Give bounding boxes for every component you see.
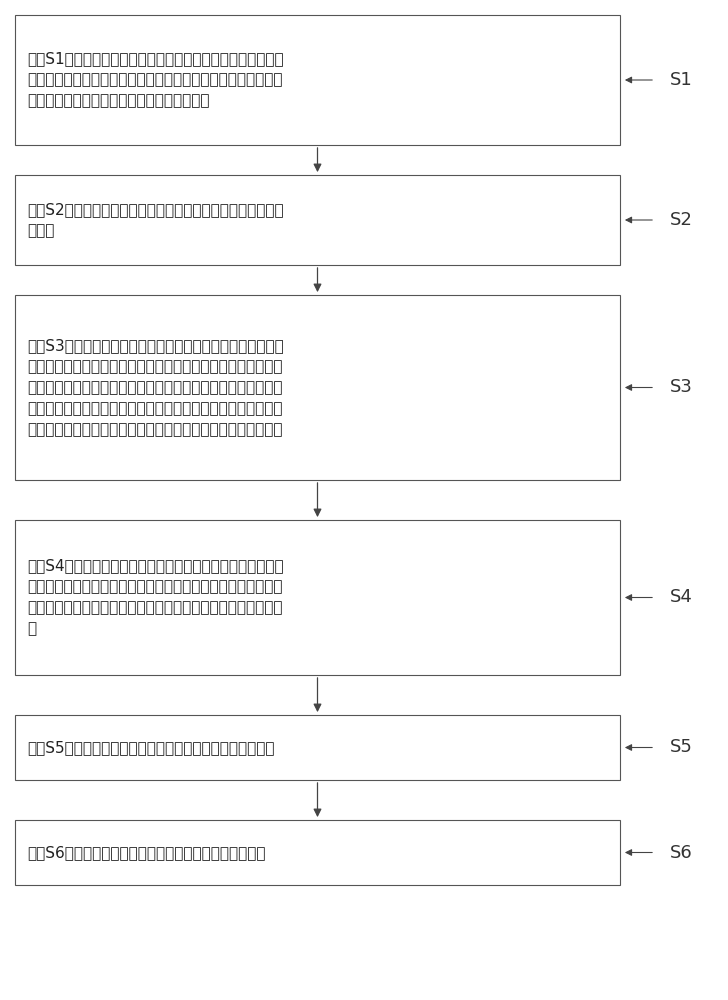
- Text: 步骤S5、去除探针卡，根据预先设计连接多个内核电路模块: 步骤S5、去除探针卡，根据预先设计连接多个内核电路模块: [27, 740, 274, 755]
- Text: 步骤S3、提供一探针卡，于探针卡上设置多个金属凸点，每个
金属凸点分别与一唯一的金属焊垫位置对应，并于探针卡上设置
多个寄存器，每个寄存器分别连接一金属凸点，多: 步骤S3、提供一探针卡，于探针卡上设置多个金属凸点，每个 金属凸点分别与一唯一的…: [27, 338, 284, 437]
- Text: S1: S1: [670, 71, 693, 89]
- Text: 步骤S1、提供一硅片，于硅片上制备多个内核电路模块以构成
一预处理复合结构，每个内核电路模块分别具有多个用于与相邻
的内核电路模块进行信号传输的信号传输端口: 步骤S1、提供一硅片，于硅片上制备多个内核电路模块以构成 一预处理复合结构，每个…: [27, 51, 284, 108]
- Text: S6: S6: [670, 844, 693, 861]
- Text: 步骤S6、对预处理复合结构进行封装，以得到系统级芯片: 步骤S6、对预处理复合结构进行封装，以得到系统级芯片: [27, 845, 266, 860]
- Text: 步骤S4、提供一测试访问端口控制器，测试访问控制端口控制
器连接探针卡上的每个寄存器，利用测试访问端口控制器对预处
理复合结构进行故障诊断以获得有故障的内核电路: 步骤S4、提供一测试访问端口控制器，测试访问控制端口控制 器连接探针卡上的每个寄…: [27, 558, 284, 637]
- Text: 步骤S2、于预处理复合结构上设置对应每个信号传输端口的金
属焊垫: 步骤S2、于预处理复合结构上设置对应每个信号传输端口的金 属焊垫: [27, 202, 284, 238]
- Bar: [15, 820, 620, 885]
- Text: S5: S5: [670, 738, 693, 756]
- Bar: [15, 715, 620, 780]
- Text: S2: S2: [670, 211, 693, 229]
- Bar: [15, 15, 620, 145]
- Text: S4: S4: [670, 588, 693, 606]
- Bar: [15, 520, 620, 675]
- Bar: [15, 175, 620, 265]
- Text: S3: S3: [670, 378, 693, 396]
- Bar: [15, 295, 620, 480]
